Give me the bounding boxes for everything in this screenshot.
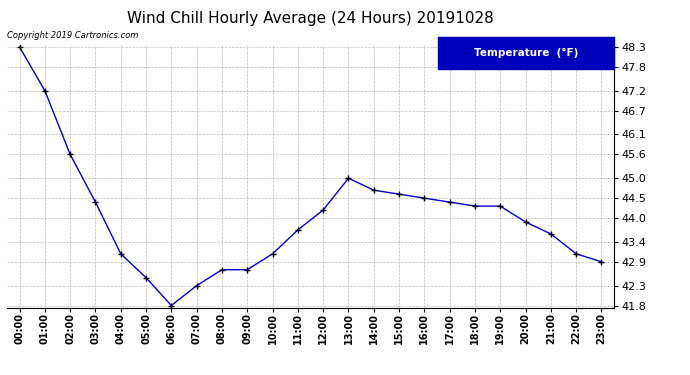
FancyBboxPatch shape <box>438 37 614 69</box>
Text: Copyright 2019 Cartronics.com: Copyright 2019 Cartronics.com <box>7 31 138 40</box>
Text: Temperature  (°F): Temperature (°F) <box>474 48 578 58</box>
Text: Wind Chill Hourly Average (24 Hours) 20191028: Wind Chill Hourly Average (24 Hours) 201… <box>127 11 494 26</box>
